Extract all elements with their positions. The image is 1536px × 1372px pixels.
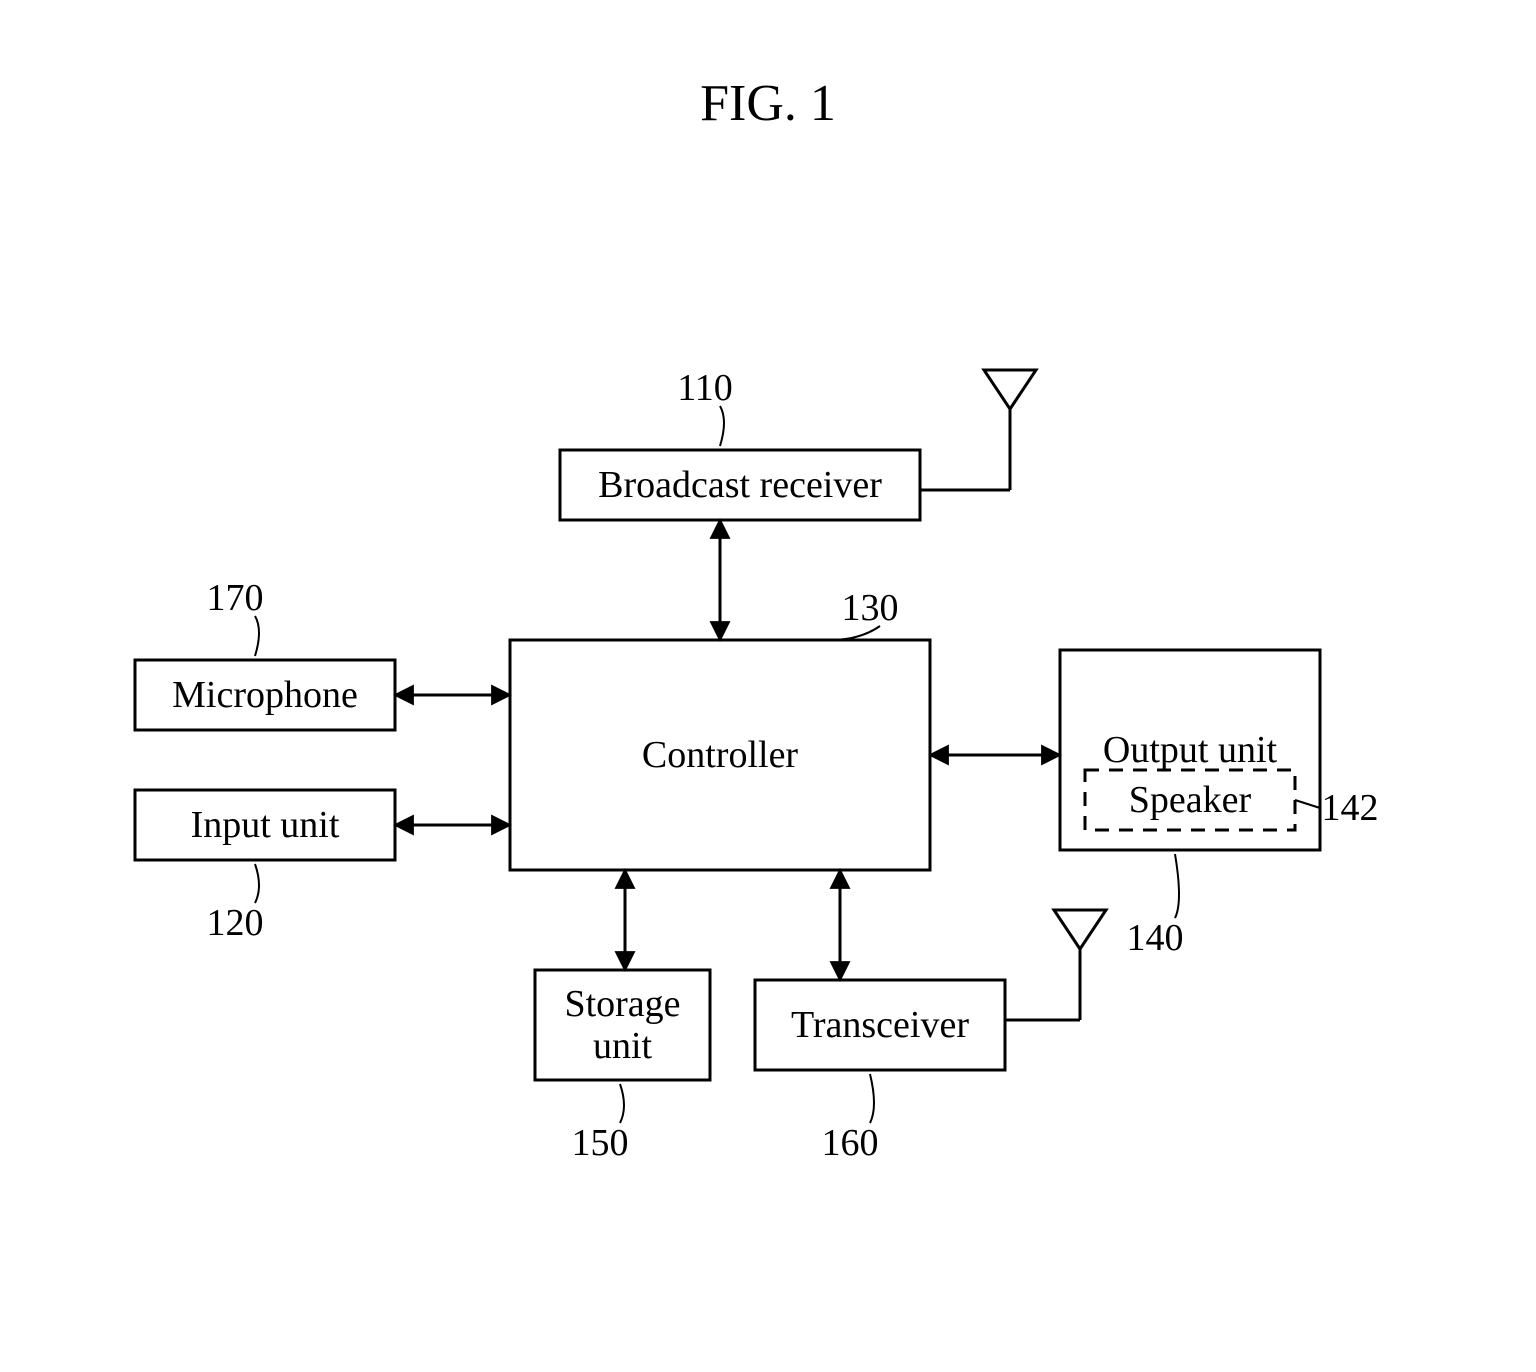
ref-speaker: 142 [1322,787,1379,829]
ref-controller: 130 [842,587,899,629]
ref-output-unit: 140 [1127,917,1184,959]
ref-microphone: 170 [207,577,264,619]
ref-input-unit: 120 [207,902,264,944]
block-controller-label: Controller [642,734,799,776]
block-transceiver-label: Transceiver [791,1004,969,1046]
figure-title: FIG. 1 [700,75,836,132]
block-storage-unit-label: Storage [564,983,680,1025]
block-input-unit-label: Input unit [191,804,340,846]
block-output-unit-label: Output unit [1103,729,1278,771]
ref-storage-unit: 150 [572,1122,629,1164]
ref-broadcast-receiver: 110 [677,367,733,409]
block-microphone-label: Microphone [172,674,358,716]
block-broadcast-receiver-label: Broadcast receiver [598,464,882,506]
block-storage-unit-label: unit [593,1025,653,1067]
block-speaker-label: Speaker [1129,779,1252,821]
block-diagram: FIG. 1 Broadcast receiver Microphone Input… [0,0,1536,1372]
ref-transceiver: 160 [822,1122,879,1164]
